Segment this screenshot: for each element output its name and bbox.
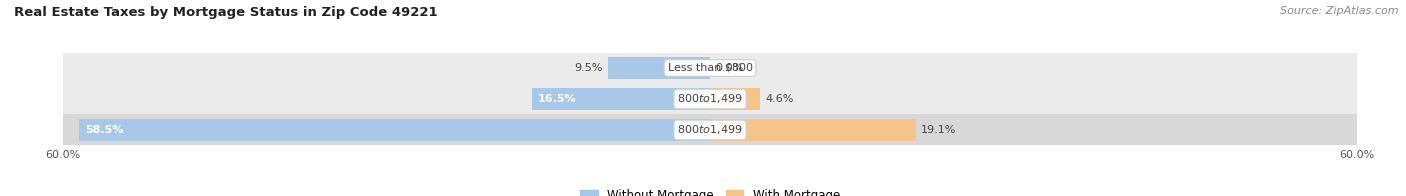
Text: Real Estate Taxes by Mortgage Status in Zip Code 49221: Real Estate Taxes by Mortgage Status in … (14, 6, 437, 19)
Text: 0.0%: 0.0% (716, 63, 744, 73)
Text: Less than $800: Less than $800 (668, 63, 752, 73)
Text: 58.5%: 58.5% (84, 125, 124, 135)
Text: 4.6%: 4.6% (765, 94, 793, 104)
Bar (607, 57, 710, 79)
Legend: Without Mortgage, With Mortgage: Without Mortgage, With Mortgage (575, 184, 845, 196)
Bar (63, 83, 1357, 114)
Text: 9.5%: 9.5% (574, 63, 602, 73)
Bar (79, 119, 710, 141)
Text: 16.5%: 16.5% (537, 94, 576, 104)
Bar (63, 114, 1357, 145)
Bar (531, 88, 710, 110)
Text: 19.1%: 19.1% (921, 125, 956, 135)
Bar (63, 53, 1357, 83)
Text: Source: ZipAtlas.com: Source: ZipAtlas.com (1281, 6, 1399, 16)
Bar (710, 119, 915, 141)
Bar (710, 88, 759, 110)
Text: $800 to $1,499: $800 to $1,499 (678, 93, 742, 105)
Text: $800 to $1,499: $800 to $1,499 (678, 123, 742, 136)
